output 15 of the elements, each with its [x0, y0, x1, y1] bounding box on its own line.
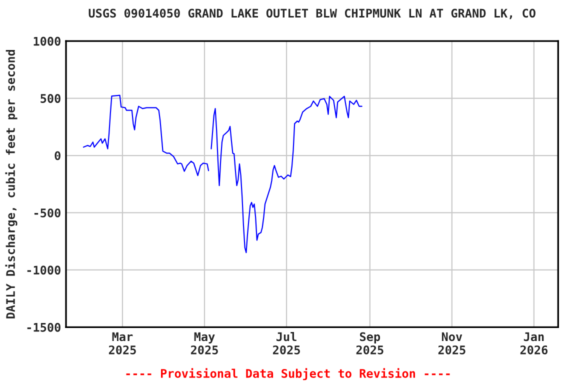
x-tick-label: Jan 2026 [520, 332, 548, 354]
x-tick-label: May 2025 [190, 332, 218, 354]
y-tick-label: 500 [40, 94, 60, 103]
chart-title: USGS 09014050 GRAND LAKE OUTLET BLW CHIPMUNK LN AT GRAND LK, CO [88, 8, 536, 20]
text: ---- Provisional Data Subject to Revision ---- [126, 368, 450, 380]
x-tick-label: Sep 2025 [356, 332, 384, 354]
x-tick-label: Jul 2025 [272, 332, 300, 354]
x-tick-label: Nov 2025 [438, 332, 466, 354]
y-tick-label: -500 [34, 208, 60, 218]
y-tick-label: -1500 [27, 322, 60, 332]
x-tick-label: Mar 2025 [108, 332, 136, 354]
y-tick-label: 1000 [34, 36, 60, 46]
y-axis-title: DAILY Discharge, cubic feet per second [5, 50, 18, 318]
y-tick-label: 0 [54, 151, 60, 160]
y-tick-label: -1000 [27, 266, 60, 275]
